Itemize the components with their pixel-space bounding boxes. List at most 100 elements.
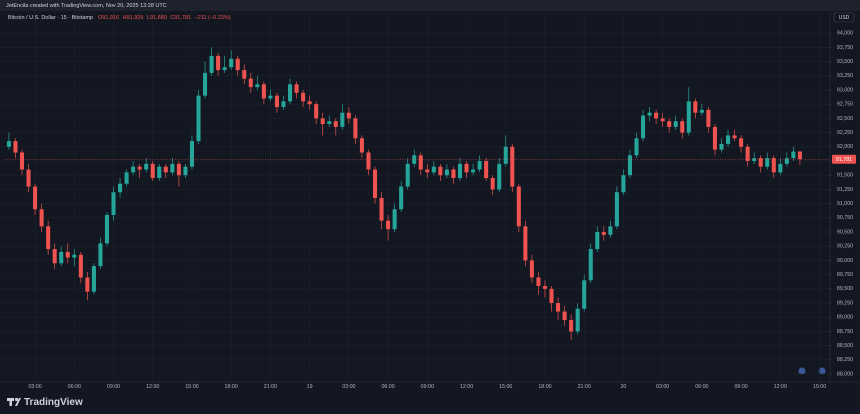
candle-body (399, 186, 404, 210)
y-tick-label: 92,500 (837, 116, 853, 122)
candle-body (346, 112, 351, 119)
legend-value: −211 (−0.23%) (195, 15, 231, 21)
candle-body (248, 78, 253, 88)
x-tick-label: 09:00 (107, 384, 120, 390)
candle-body (706, 109, 711, 127)
y-tick-label: 92,250 (837, 130, 853, 136)
logo (7, 397, 21, 406)
candle-body (641, 115, 646, 139)
currency-box[interactable] (833, 12, 855, 23)
candle-body (497, 163, 502, 190)
x-tick-label: 03:00 (28, 384, 41, 390)
candle-body (477, 160, 482, 170)
candle-body (19, 152, 25, 170)
candle-body (503, 146, 508, 164)
candle-body (209, 55, 214, 73)
candle-body (457, 163, 463, 179)
candle-body (712, 126, 717, 150)
candle-body (614, 192, 619, 227)
x-tick-label: 09:00 (734, 384, 747, 390)
y-tick-label: 88,500 (837, 343, 853, 349)
candle-body (216, 55, 221, 71)
x-tick-label: 18:00 (538, 384, 551, 390)
candle-body (307, 101, 312, 105)
candle-body (699, 109, 704, 113)
candle-body (575, 308, 580, 332)
candle-body (118, 183, 123, 193)
candle-body (261, 84, 266, 99)
x-tick-label: 19 (307, 384, 313, 390)
y-tick-label: 89,000 (837, 315, 853, 321)
candle-body (739, 138, 744, 147)
y-tick-label: 92,000 (837, 144, 853, 150)
candle-body (150, 163, 155, 179)
y-tick-label: 88,750 (837, 329, 853, 335)
candle-body (229, 58, 234, 68)
candle-body (314, 104, 319, 119)
y-tick-label: 88,250 (837, 357, 853, 363)
candle-body (268, 95, 273, 99)
candle-body (33, 186, 38, 210)
candle-body (124, 172, 129, 184)
candle-body (235, 58, 240, 71)
candle-body (725, 135, 731, 144)
candle-body (536, 277, 541, 286)
candle-body (654, 112, 659, 119)
candle-body (222, 67, 227, 71)
y-tick-label: 91,000 (837, 201, 853, 207)
logo-mark (15, 398, 21, 406)
candle-body (52, 249, 57, 264)
y-tick-label: 91,500 (837, 173, 853, 179)
candle-body (294, 84, 299, 93)
candle-body (667, 121, 672, 127)
candle-body (72, 254, 77, 258)
candle-body (111, 192, 116, 215)
candle-body (386, 220, 391, 230)
candle-body (412, 155, 417, 164)
candle-body (569, 320, 574, 332)
candle-body (104, 214, 110, 244)
currency: USD (839, 15, 850, 21)
candles (6, 47, 802, 340)
candle-body (157, 166, 162, 179)
candle-body (131, 166, 136, 173)
y-tick-label: 88,000 (837, 371, 853, 377)
symbol-title: Bitcoin / U.S. Dollar · 15 · Bitstamp (8, 15, 93, 21)
watermark: TradingView (24, 397, 83, 408)
candle-body (183, 166, 188, 176)
x-tick-label: 03:00 (656, 384, 669, 390)
x-tick-label: 20 (620, 384, 626, 390)
x-tick-label: 06:00 (695, 384, 708, 390)
candle-body (752, 158, 757, 161)
y-tick-label: 93,750 (837, 45, 853, 51)
candle-body (255, 84, 260, 88)
y-tick-label: 90,500 (837, 229, 853, 235)
candle-body (301, 92, 306, 102)
x-tick-label: 09:00 (421, 384, 434, 390)
candle-body (510, 146, 515, 187)
event-icon[interactable] (818, 367, 826, 375)
y-tick-label: 90,250 (837, 244, 853, 250)
candle-body (379, 197, 384, 221)
candle-body (78, 254, 83, 278)
candle-body (242, 70, 247, 79)
y-tick-label: 91,250 (837, 187, 853, 193)
candle-body (6, 141, 11, 147)
candle-body (562, 311, 567, 321)
candle-body (484, 160, 489, 179)
event-icon[interactable] (798, 367, 806, 375)
candle-body (333, 121, 338, 127)
candle-body (490, 178, 495, 190)
candle-body (431, 166, 436, 173)
candle-body (595, 232, 600, 250)
candle-body (542, 285, 548, 289)
candle-body (771, 158, 776, 173)
candle-body (176, 163, 181, 176)
y-tick-label: 89,250 (837, 300, 853, 306)
candle-body (784, 158, 789, 164)
legend-value: L91,680 (147, 15, 167, 21)
candle-body (529, 260, 534, 278)
y-tick-label: 94,000 (837, 31, 853, 37)
x-tick-label: 06:00 (68, 384, 81, 390)
